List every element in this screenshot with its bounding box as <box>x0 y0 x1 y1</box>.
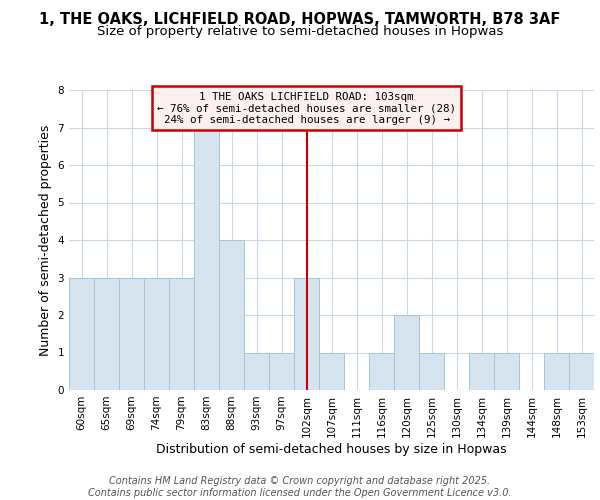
Bar <box>194 128 219 390</box>
Bar <box>94 278 119 390</box>
Bar <box>269 352 294 390</box>
Text: Size of property relative to semi-detached houses in Hopwas: Size of property relative to semi-detach… <box>97 25 503 38</box>
Bar <box>294 278 319 390</box>
Bar <box>494 352 519 390</box>
Bar <box>244 352 269 390</box>
Bar <box>219 240 244 390</box>
Text: 1 THE OAKS LICHFIELD ROAD: 103sqm
← 76% of semi-detached houses are smaller (28): 1 THE OAKS LICHFIELD ROAD: 103sqm ← 76% … <box>157 92 456 125</box>
Bar <box>119 278 144 390</box>
Text: 1, THE OAKS, LICHFIELD ROAD, HOPWAS, TAMWORTH, B78 3AF: 1, THE OAKS, LICHFIELD ROAD, HOPWAS, TAM… <box>40 12 560 28</box>
Bar <box>419 352 444 390</box>
Bar <box>319 352 344 390</box>
Bar <box>144 278 169 390</box>
Bar <box>469 352 494 390</box>
X-axis label: Distribution of semi-detached houses by size in Hopwas: Distribution of semi-detached houses by … <box>156 442 507 456</box>
Bar <box>369 352 394 390</box>
Y-axis label: Number of semi-detached properties: Number of semi-detached properties <box>39 124 52 356</box>
Bar <box>69 278 94 390</box>
Bar <box>544 352 569 390</box>
Bar <box>169 278 194 390</box>
Bar <box>569 352 594 390</box>
Text: Contains HM Land Registry data © Crown copyright and database right 2025.
Contai: Contains HM Land Registry data © Crown c… <box>88 476 512 498</box>
Bar <box>394 315 419 390</box>
